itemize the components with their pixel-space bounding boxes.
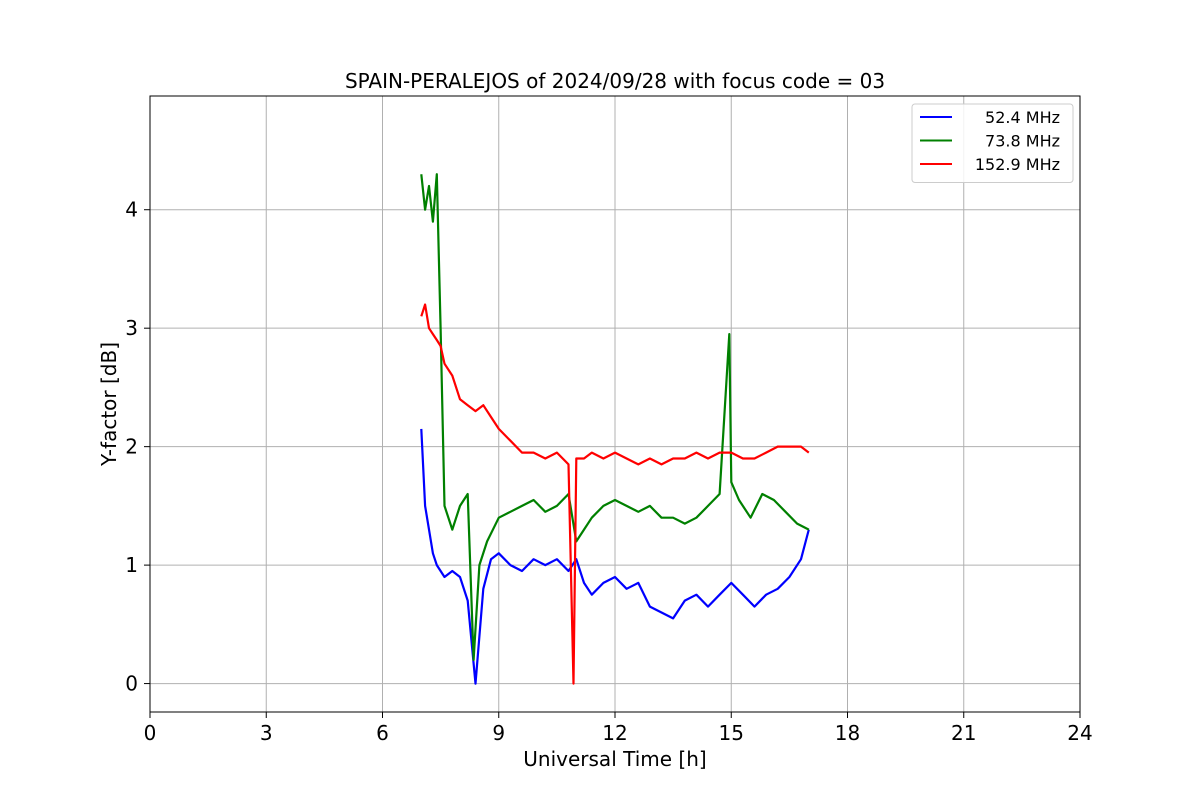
y-axis-label: Y-factor [dB] (97, 342, 121, 467)
y-tick-label: 2 (125, 435, 138, 459)
legend-box (911, 103, 1074, 183)
y-tick-label: 4 (125, 198, 138, 222)
series-layer (420, 173, 810, 685)
x-tick-label: 18 (835, 721, 860, 745)
series-line-1 (420, 428, 810, 685)
y-tick-label: 0 (125, 672, 138, 696)
legend: 52.4 MHz 73.8 MHz 152.9 MHz (911, 103, 1074, 183)
y-tick-label: 3 (125, 316, 138, 340)
x-tick-label: 3 (260, 721, 273, 745)
legend-label-1: 52.4 MHz (985, 108, 1060, 127)
grid-lines (149, 96, 1081, 712)
series-line-2 (420, 173, 810, 662)
y-tick-label: 1 (125, 553, 138, 577)
legend-label-3: 152.9 MHz (975, 155, 1060, 174)
x-tick-label: 6 (376, 721, 389, 745)
x-tick-label: 9 (492, 721, 505, 745)
x-tick-label: 15 (719, 721, 744, 745)
x-tick-label: 24 (1067, 721, 1092, 745)
x-tick-label: 21 (951, 721, 976, 745)
chart-title: SPAIN-PERALEJOS of 2024/09/28 with focus… (345, 69, 885, 93)
series-line-3 (420, 303, 810, 685)
legend-label-2: 73.8 MHz (985, 132, 1060, 151)
x-tick-label: 12 (602, 721, 627, 745)
x-axis-label: Universal Time [h] (523, 747, 706, 771)
x-tick-label: 0 (144, 721, 157, 745)
